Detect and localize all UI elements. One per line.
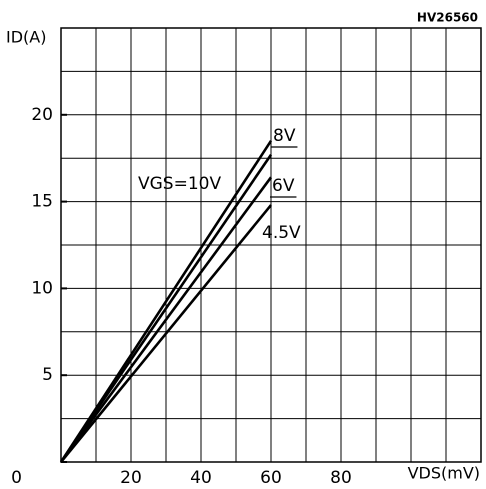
series-label: 6V: [272, 176, 295, 196]
series-line: [59, 204, 273, 463]
series-line: [59, 140, 273, 463]
y-tick-label: 20: [31, 105, 53, 125]
annotation: HV26560: [417, 11, 478, 25]
x-axis-label: VDS(mV): [408, 464, 480, 483]
y-tick-label: 15: [31, 192, 53, 212]
series-line: [59, 153, 273, 463]
y-axis-label: ID(A): [6, 28, 46, 47]
y-tick-label: 5: [42, 365, 53, 385]
x-tick-label: 80: [330, 468, 352, 488]
series-line: [59, 176, 273, 463]
y-tick-label: 0: [11, 468, 22, 488]
x-tick-label: 60: [260, 468, 282, 488]
series-label: VGS=10V: [138, 174, 221, 194]
series-label: 4.5V: [262, 223, 301, 243]
x-tick-label: 20: [120, 468, 142, 488]
plot-frame: [60, 27, 482, 463]
y-tick-label: 10: [31, 278, 53, 298]
x-tick-label: 40: [190, 468, 212, 488]
series-label: 8V: [273, 126, 296, 146]
